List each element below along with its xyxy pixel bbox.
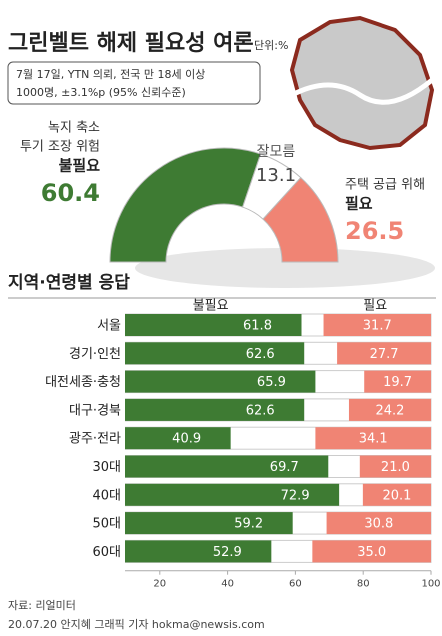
slice-value: 13.1	[256, 165, 296, 186]
slice-note: 녹지 축소	[48, 121, 100, 136]
bar	[92, 427, 231, 450]
source: 자료: 리얼미터	[8, 598, 76, 612]
unit: 단위:%	[254, 39, 288, 52]
value-label: 62.6	[246, 347, 275, 362]
x-tick-label: 100	[421, 579, 440, 590]
gauge-shadow	[135, 248, 435, 288]
bar	[92, 483, 340, 506]
bar	[337, 342, 431, 365]
series-header: 필요	[363, 299, 387, 314]
value-label: 65.9	[257, 375, 286, 390]
value-label: 62.6	[246, 403, 275, 418]
slice-name: 잘모름	[257, 144, 296, 160]
bar	[362, 483, 431, 506]
bar	[92, 540, 272, 563]
bar	[92, 342, 305, 365]
gauge-slice	[262, 176, 339, 263]
x-tick-label: 20	[153, 579, 166, 590]
gauge-slice	[109, 147, 262, 263]
value-label: 35.0	[357, 545, 386, 560]
value-label: 61.8	[243, 319, 272, 334]
bar	[92, 512, 293, 535]
category-label: 광주·전라	[69, 432, 121, 447]
x-tick-label: 60	[289, 579, 302, 590]
bar	[326, 512, 431, 535]
label-panel	[0, 312, 125, 567]
x-tick-label: 80	[357, 579, 370, 590]
category-label: 서울	[97, 319, 121, 334]
title: 그린벨트 해제 필요성 여론	[8, 31, 254, 56]
bar	[323, 314, 431, 336]
slice-name: 불필요	[59, 157, 101, 175]
value-label: 72.9	[281, 488, 310, 503]
value-label: 34.1	[359, 432, 388, 447]
value-label: 31.7	[363, 319, 392, 334]
value-label: 19.7	[383, 375, 412, 390]
category-label: 대구·경북	[69, 403, 121, 418]
slice-value: 60.4	[41, 179, 100, 207]
category-label: 50대	[92, 517, 121, 532]
value-label: 21.0	[381, 460, 410, 475]
section-title: 지역·연령별 응답	[8, 272, 130, 293]
value-label: 27.7	[370, 347, 399, 362]
category-label: 30대	[92, 460, 121, 475]
bar	[312, 540, 431, 563]
bar	[359, 455, 431, 478]
slice-value: 26.5	[345, 217, 404, 245]
value-label: 59.2	[234, 517, 263, 532]
value-label: 69.7	[270, 460, 299, 475]
value-label: 52.9	[213, 545, 242, 560]
bar	[92, 314, 302, 336]
survey-box	[7, 61, 261, 105]
series-header: 불필요	[193, 299, 229, 314]
survey-line: 1000명, ±3.1%p (95% 신뢰수준)	[16, 86, 186, 99]
river	[290, 78, 434, 105]
category-label: 40대	[92, 488, 121, 503]
value-label: 24.2	[376, 403, 405, 418]
category-label: 60대	[92, 545, 121, 560]
bar	[315, 427, 431, 450]
survey-line: 7월 17일, YTN 의뢰, 전국 만 18세 이상	[16, 67, 205, 81]
category-label: 경기·인천	[69, 347, 121, 362]
slice-note: 투기 조장 위험	[20, 140, 100, 155]
x-tick-label: 40	[221, 579, 234, 590]
bar	[364, 370, 431, 393]
value-label: 30.8	[364, 517, 393, 532]
bar	[348, 398, 431, 421]
bar	[92, 455, 329, 478]
value-label: 20.1	[382, 488, 411, 503]
bar	[92, 370, 316, 393]
value-label: 40.9	[172, 432, 201, 447]
map	[289, 15, 435, 151]
slice-name: 필요	[345, 195, 373, 213]
bar	[92, 398, 305, 421]
slice-note: 주택 공급 위해	[345, 178, 425, 193]
credit: 20.07.20 안지혜 그래픽 기자 hokma@newsis.com	[8, 618, 265, 631]
category-label: 대전세종·충청	[45, 375, 121, 390]
